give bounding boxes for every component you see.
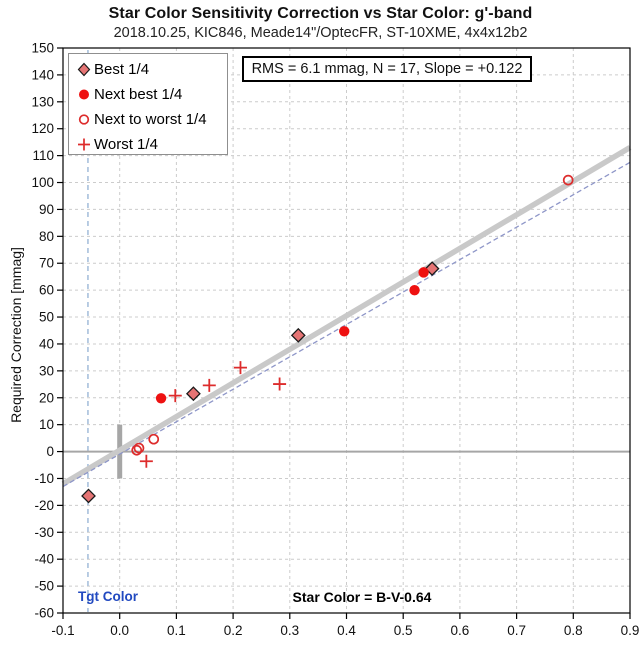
y-tick-label: 70 — [39, 256, 54, 271]
stats-box: RMS = 6.1 mmag, N = 17, Slope = +0.122 — [242, 56, 532, 82]
x-tick-label: 0.0 — [110, 623, 129, 638]
data-point-worst — [202, 378, 216, 392]
x-tick-label: 0.7 — [507, 623, 526, 638]
star-color-annotation: Star Color = B-V-0.64 — [292, 589, 432, 605]
x-tick-label: 0.3 — [280, 623, 299, 638]
y-tick-label: -30 — [34, 525, 54, 540]
y-tick-label: 0 — [46, 444, 54, 459]
filled-circle-marker-icon — [79, 89, 89, 100]
diamond-marker-icon — [77, 62, 91, 77]
data-point-next-to-worst — [133, 442, 145, 454]
x-tick-label: 0.8 — [564, 623, 583, 638]
x-tick-label: 0.1 — [167, 623, 186, 638]
data-point-next-best — [418, 267, 429, 278]
data-point-next-best — [155, 393, 167, 404]
legend-label-next-to-worst: Next to worst 1/4 — [94, 111, 207, 128]
legend-label-best: Best 1/4 — [94, 61, 150, 78]
x-tick-label: 0.5 — [394, 623, 413, 638]
y-tick-label: 40 — [39, 336, 54, 351]
data-point-next-to-worst — [148, 433, 160, 445]
x-tick-label: 0.9 — [621, 623, 640, 638]
open-circle-marker-icon — [78, 114, 90, 125]
y-tick-label: 60 — [39, 283, 54, 298]
y-tick-label: 100 — [31, 175, 54, 190]
y-tick-label: -10 — [34, 471, 54, 486]
legend-item-best: Best 1/4 — [76, 57, 227, 82]
data-point-worst — [233, 361, 247, 375]
y-tick-label: 30 — [39, 363, 54, 378]
legend-item-worst: Worst 1/4 — [76, 132, 227, 157]
x-tick-label: 0.6 — [451, 623, 470, 638]
y-tick-label: 150 — [31, 41, 54, 56]
data-point-next-to-worst — [131, 444, 143, 456]
data-point-next-best — [339, 326, 350, 337]
legend-item-next-to-worst: Next to worst 1/4 — [76, 107, 227, 132]
legend-label-worst: Worst 1/4 — [94, 136, 158, 153]
x-tick-label: 0.2 — [224, 623, 243, 638]
plus-marker-icon — [78, 138, 90, 151]
y-tick-label: -20 — [34, 498, 54, 513]
data-point-best — [185, 386, 201, 402]
y-tick-label: 140 — [31, 67, 54, 82]
legend: Best 1/4 Next best 1/4 Next to worst 1/4… — [68, 53, 228, 155]
y-tick-label: 80 — [39, 229, 54, 244]
data-point-best — [81, 488, 96, 504]
x-tick-label: 0.4 — [337, 623, 356, 638]
y-tick-label: 20 — [39, 390, 54, 405]
y-tick-label: 130 — [31, 94, 54, 109]
y-axis-title-text: Required Correction [mmag] — [8, 247, 24, 423]
data-point-worst — [139, 454, 153, 468]
legend-item-next-best: Next best 1/4 — [76, 82, 227, 107]
chart-subtitle: 2018.10.25, KIC846, Meade14"/OptecFR, ST… — [113, 25, 528, 41]
y-tick-label: -40 — [34, 552, 54, 567]
data-point-next-to-worst — [562, 174, 574, 186]
y-tick-label: 110 — [32, 148, 54, 163]
data-point-best — [290, 327, 306, 343]
legend-label-next-best: Next best 1/4 — [94, 86, 183, 103]
y-tick-label: 120 — [31, 121, 54, 136]
y-tick-label: 50 — [39, 310, 54, 325]
data-point-worst — [168, 389, 182, 403]
y-tick-label: -60 — [34, 606, 54, 621]
y-tick-label: 10 — [39, 417, 54, 432]
chart-title: Star Color Sensitivity Correction vs Sta… — [108, 5, 533, 22]
x-tick-label: -0.1 — [51, 623, 74, 638]
data-point-worst — [273, 377, 287, 391]
y-tick-label: 90 — [39, 202, 54, 217]
data-point-next-best — [409, 284, 420, 296]
tgt-color-annotation: Tgt Color — [78, 589, 138, 604]
dashed-fit-line — [62, 161, 631, 488]
data-point-best — [424, 261, 440, 277]
y-tick-label: -50 — [34, 579, 54, 594]
trend-line — [61, 145, 632, 487]
